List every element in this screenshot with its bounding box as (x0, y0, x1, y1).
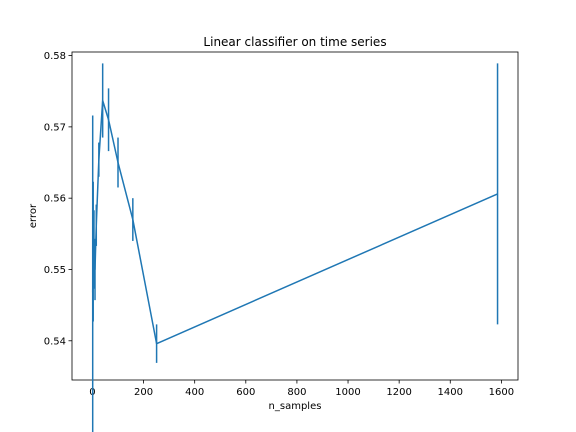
x-tick-label: 600 (236, 387, 255, 398)
y-tick-label: 0.56 (44, 194, 66, 205)
x-tick-label: 200 (134, 387, 153, 398)
x-axis-label: n_samples (269, 401, 322, 412)
x-tick-label: 800 (287, 387, 306, 398)
y-tick-label: 0.54 (44, 336, 66, 347)
axes-ticks: 020040060080010001200140016000.540.550.5… (44, 51, 514, 398)
x-tick-label: 1000 (335, 387, 360, 398)
y-axis-label: error (28, 203, 39, 228)
x-tick-label: 400 (185, 387, 204, 398)
y-tick-label: 0.57 (44, 122, 66, 133)
chart-title: Linear classifier on time series (203, 35, 386, 49)
series-layer (91, 63, 499, 432)
x-tick-label: 1600 (489, 387, 514, 398)
y-tick-label: 0.55 (44, 265, 66, 276)
x-tick-label: 1200 (386, 387, 411, 398)
plot-area (71, 51, 519, 381)
series-line (91, 99, 498, 345)
axes-frame (71, 51, 519, 381)
x-tick-label: 1400 (438, 387, 463, 398)
y-tick-label: 0.58 (44, 51, 66, 62)
